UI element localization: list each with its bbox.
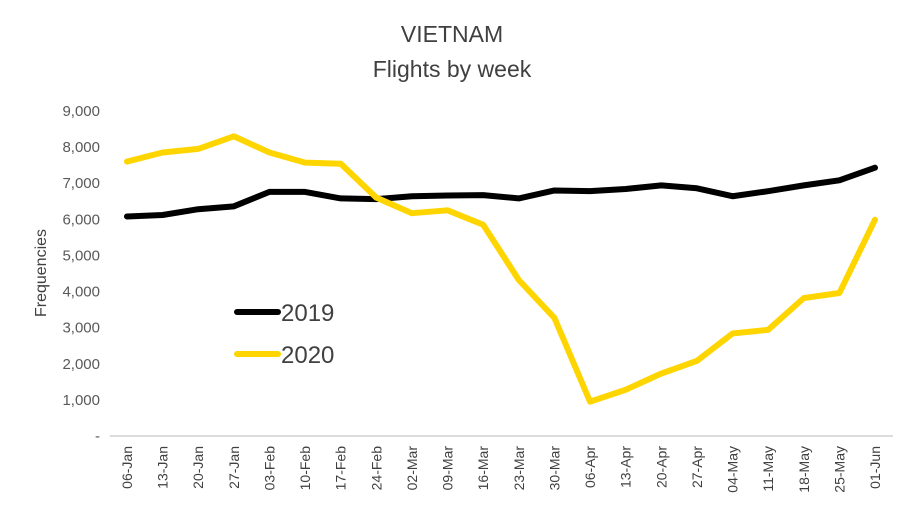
series-line-2020 xyxy=(127,136,875,401)
x-tick-label: 06-Apr xyxy=(582,446,598,488)
y-tick-label: 1,000 xyxy=(62,392,100,409)
x-tick-label: 09-Mar xyxy=(440,446,456,491)
x-tick-label: 27-Apr xyxy=(689,446,705,488)
x-tick-label: 11-May xyxy=(760,446,776,492)
x-tick-label: 20-Jan xyxy=(190,446,206,489)
legend-item-2020: 2020 xyxy=(237,342,334,369)
x-tick-label: 30-Mar xyxy=(546,446,562,491)
y-tick-label: - xyxy=(95,428,100,445)
x-tick-label: 04-May xyxy=(725,446,741,493)
x-tick-label: 03-Feb xyxy=(261,446,277,491)
y-tick-label: 6,000 xyxy=(62,211,100,228)
x-tick-label: 01-Jun xyxy=(867,446,883,489)
y-tick-label: 5,000 xyxy=(62,247,100,264)
y-tick-label: 2,000 xyxy=(62,356,100,373)
legend-label: 2019 xyxy=(281,300,334,327)
y-tick-label: 8,000 xyxy=(62,139,100,156)
x-tick-label: 16-Mar xyxy=(475,446,491,491)
chart-title: VIETNAM xyxy=(401,21,503,47)
y-axis-label: Frequencies xyxy=(33,229,50,317)
legend-label: 2020 xyxy=(281,342,334,369)
y-tick-label: 3,000 xyxy=(62,320,100,337)
x-tick-label: 24-Feb xyxy=(368,446,384,491)
x-tick-label: 27-Jan xyxy=(226,446,242,489)
x-tick-label: 17-Feb xyxy=(333,446,349,491)
chart-subtitle: Flights by week xyxy=(373,56,532,82)
y-tick-label: 7,000 xyxy=(62,175,100,192)
x-tick-label: 10-Feb xyxy=(297,446,313,491)
x-tick-label: 02-Mar xyxy=(404,446,420,491)
legend-item-2019: 2019 xyxy=(237,300,334,327)
series-line-2019 xyxy=(127,168,875,217)
y-tick-label: 9,000 xyxy=(62,103,100,120)
x-tick-label: 23-Mar xyxy=(511,446,527,491)
x-tick-label: 25-May xyxy=(831,446,847,493)
x-tick-label: 20-Apr xyxy=(653,446,669,488)
x-tick-label: 06-Jan xyxy=(119,446,135,489)
x-tick-label: 18-May xyxy=(796,446,812,493)
x-tick-label: 13-Apr xyxy=(618,446,634,488)
y-tick-label: 4,000 xyxy=(62,284,100,301)
x-tick-label: 13-Jan xyxy=(155,446,171,489)
